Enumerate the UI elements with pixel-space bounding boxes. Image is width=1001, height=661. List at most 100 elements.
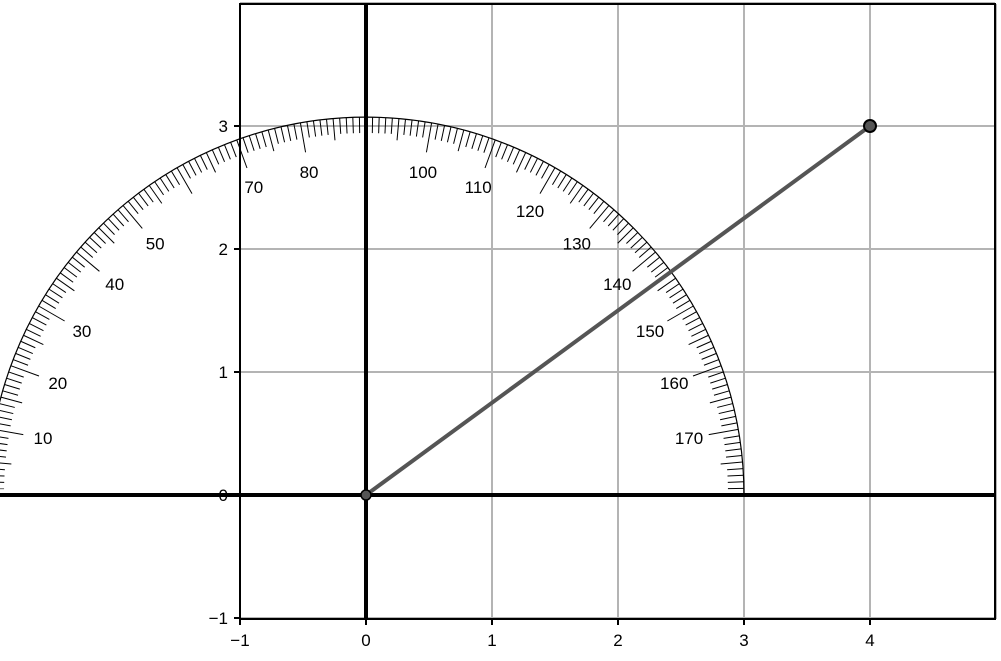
protractor-tick bbox=[0, 443, 8, 446]
protractor-tick bbox=[17, 346, 33, 355]
protractor-tick bbox=[20, 340, 36, 349]
protractor-angle-label: 20 bbox=[48, 374, 67, 393]
protractor-tick bbox=[457, 129, 465, 152]
protractor-tick bbox=[0, 396, 23, 404]
protractor-tick bbox=[495, 141, 502, 158]
protractor-angle-label: 160 bbox=[660, 374, 688, 393]
protractor-tick bbox=[717, 403, 733, 408]
protractor-tick bbox=[63, 267, 78, 278]
protractor-tick bbox=[223, 144, 231, 160]
protractor-tick bbox=[727, 481, 744, 483]
protractor-tick bbox=[205, 152, 217, 173]
protractor-tick bbox=[71, 256, 85, 268]
protractor-tick bbox=[701, 352, 717, 360]
protractor-tick bbox=[132, 196, 144, 211]
protractor-tick bbox=[434, 123, 439, 140]
protractor-tick bbox=[647, 256, 661, 268]
protractor-tick bbox=[708, 428, 739, 436]
protractor-tick bbox=[0, 456, 7, 458]
protractor-tick bbox=[617, 227, 634, 244]
protractor-angle-label: 40 bbox=[105, 275, 124, 294]
protractor-tick bbox=[211, 149, 220, 165]
protractor-tick bbox=[477, 135, 484, 151]
protractor-tick bbox=[713, 390, 730, 396]
protractor-tick bbox=[0, 449, 7, 452]
protractor-tick bbox=[312, 120, 317, 137]
protractor-tick bbox=[588, 196, 600, 211]
protractor-tick bbox=[286, 125, 292, 142]
segment-start-point bbox=[360, 489, 372, 501]
protractor-tick bbox=[0, 423, 11, 427]
protractor-tick bbox=[267, 129, 275, 152]
protractor-tick bbox=[93, 232, 106, 244]
protractor-tick bbox=[725, 448, 742, 452]
protractor-angle-label: 130 bbox=[563, 235, 591, 254]
protractor-tick bbox=[38, 305, 65, 322]
protractor-tick bbox=[378, 117, 380, 134]
protractor-tick bbox=[107, 218, 120, 231]
protractor-tick bbox=[552, 170, 562, 185]
protractor-tick bbox=[723, 435, 740, 439]
protractor-tick bbox=[422, 121, 426, 138]
protractor-tick bbox=[52, 283, 67, 293]
protractor-angle-label: 80 bbox=[300, 163, 319, 182]
protractor-tick bbox=[725, 454, 742, 458]
protractor-tick bbox=[506, 146, 515, 162]
protractor-tick bbox=[665, 283, 680, 293]
protractor-tick bbox=[703, 359, 720, 366]
protractor-tick bbox=[0, 403, 15, 408]
x-tick-label: 3 bbox=[739, 631, 748, 650]
protractor-tick bbox=[332, 118, 336, 141]
protractor-tick bbox=[719, 415, 736, 421]
protractor-tick bbox=[148, 185, 163, 204]
x-tick-label: 2 bbox=[613, 631, 622, 650]
protractor-tick bbox=[41, 299, 56, 309]
protractor-tick bbox=[199, 155, 208, 170]
protractor-tick bbox=[650, 261, 665, 273]
protractor-tick bbox=[453, 128, 458, 144]
protractor-tick bbox=[127, 200, 139, 214]
protractor-tick bbox=[425, 122, 433, 153]
protractor-tick bbox=[483, 137, 490, 153]
protractor-tick bbox=[154, 181, 164, 196]
protractor-tick bbox=[117, 209, 129, 223]
protractor-angle-label: 10 bbox=[34, 429, 53, 448]
protractor-tick bbox=[691, 328, 706, 337]
protractor-tick bbox=[319, 119, 323, 136]
protractor-tick bbox=[617, 222, 629, 235]
protractor-tick bbox=[45, 294, 60, 304]
protractor-tick bbox=[607, 213, 620, 227]
protractor-tick bbox=[80, 246, 94, 258]
protractor-tick bbox=[274, 128, 279, 144]
protractor-tick bbox=[612, 218, 625, 231]
protractor-tick bbox=[35, 311, 50, 320]
protractor-tick bbox=[193, 157, 203, 173]
protractor-tick bbox=[578, 188, 589, 203]
protractor-tick bbox=[306, 121, 310, 138]
protractor-tick bbox=[696, 340, 712, 349]
protractor-tick bbox=[2, 390, 19, 396]
x-tick-label: 1 bbox=[487, 631, 496, 650]
y-tick-label: −1 bbox=[209, 609, 228, 628]
protractor-tick bbox=[0, 436, 9, 439]
protractor-tick bbox=[23, 334, 44, 346]
protractor-tick bbox=[529, 157, 539, 173]
protractor-tick bbox=[562, 177, 573, 192]
protractor-tick bbox=[512, 149, 521, 165]
protractor-tick bbox=[721, 422, 738, 427]
protractor-tick bbox=[569, 185, 584, 204]
protractor-tick bbox=[384, 117, 387, 134]
protractor-tick bbox=[669, 288, 684, 299]
protractor-tick bbox=[724, 441, 741, 446]
x-tick-label: −1 bbox=[230, 631, 249, 650]
protractor-tick bbox=[727, 474, 744, 477]
y-tick-label: 0 bbox=[219, 486, 228, 505]
protractor-angle-label: 150 bbox=[636, 322, 664, 341]
protractor-tick bbox=[667, 305, 694, 322]
protractor-tick bbox=[0, 462, 12, 465]
protractor-tick bbox=[626, 232, 639, 244]
protractor-angle-label: 100 bbox=[409, 163, 437, 182]
protractor-tick bbox=[261, 131, 267, 148]
protractor-tick bbox=[138, 192, 149, 207]
